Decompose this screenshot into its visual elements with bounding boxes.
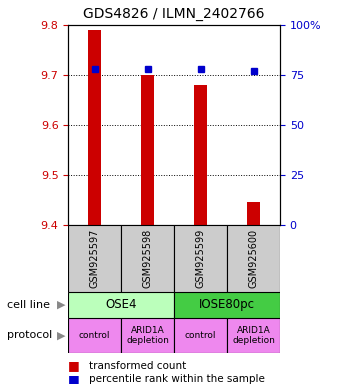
Text: ■: ■ <box>68 359 80 372</box>
Text: ▶: ▶ <box>57 300 65 310</box>
Text: cell line: cell line <box>7 300 50 310</box>
Text: ARID1A
depletion: ARID1A depletion <box>232 326 275 345</box>
Title: GDS4826 / ILMN_2402766: GDS4826 / ILMN_2402766 <box>83 7 265 21</box>
Bar <box>88 30 102 225</box>
Text: percentile rank within the sample: percentile rank within the sample <box>89 374 265 384</box>
Bar <box>174 292 280 318</box>
Text: control: control <box>79 331 111 340</box>
Text: GSM925598: GSM925598 <box>143 228 153 288</box>
Text: ■: ■ <box>68 373 80 384</box>
Text: OSE4: OSE4 <box>105 298 137 311</box>
Bar <box>174 225 227 292</box>
Bar <box>227 318 280 353</box>
Text: protocol: protocol <box>7 330 52 340</box>
Text: ▶: ▶ <box>57 330 65 340</box>
Text: transformed count: transformed count <box>89 361 187 371</box>
Bar <box>68 318 121 353</box>
Bar <box>121 318 174 353</box>
Bar <box>141 75 154 225</box>
Bar <box>68 292 174 318</box>
Text: control: control <box>185 331 216 340</box>
Text: GSM925600: GSM925600 <box>248 229 259 288</box>
Text: GSM925599: GSM925599 <box>196 228 205 288</box>
Bar <box>68 225 121 292</box>
Bar <box>194 85 207 225</box>
Text: ARID1A
depletion: ARID1A depletion <box>126 326 169 345</box>
Text: GSM925597: GSM925597 <box>90 228 100 288</box>
Text: IOSE80pc: IOSE80pc <box>199 298 255 311</box>
Bar <box>121 225 174 292</box>
Bar <box>227 225 280 292</box>
Bar <box>247 202 260 225</box>
Bar <box>174 318 227 353</box>
